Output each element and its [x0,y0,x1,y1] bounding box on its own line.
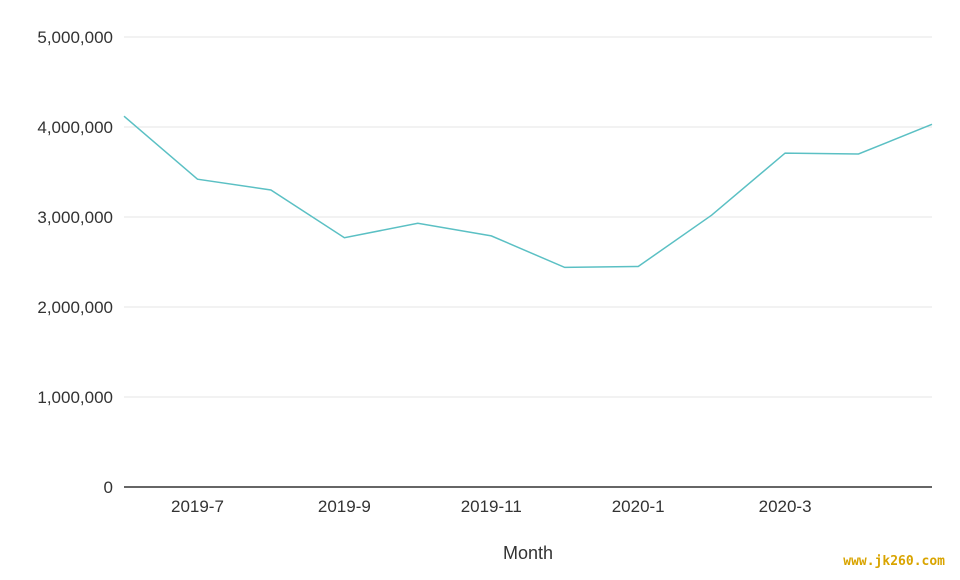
x-axis-ticks: 2019-7 2019-9 2019-11 2020-1 2020-3 [171,497,812,516]
series-line [123,115,933,269]
y-tick-label: 5,000,000 [37,28,113,47]
x-tick-label: 2019-9 [318,497,371,516]
gridlines [124,36,932,398]
y-tick-label: 2,000,000 [37,298,113,317]
y-axis-ticks: 0 1,000,000 2,000,000 3,000,000 4,000,000 5,0… [37,28,113,497]
y-tick-label: 1,000,000 [37,388,113,407]
x-tick-label: 2020-3 [759,497,812,516]
y-tick-label: 4,000,000 [37,118,113,137]
x-axis-title: Month [503,543,553,563]
y-tick-label: 3,000,000 [37,208,113,227]
x-tick-label: 2020-1 [612,497,665,516]
y-tick-label: 0 [104,478,113,497]
x-tick-label: 2019-11 [461,497,522,516]
x-tick-label: 2019-7 [171,497,224,516]
watermark: www.jk260.com [843,554,945,569]
